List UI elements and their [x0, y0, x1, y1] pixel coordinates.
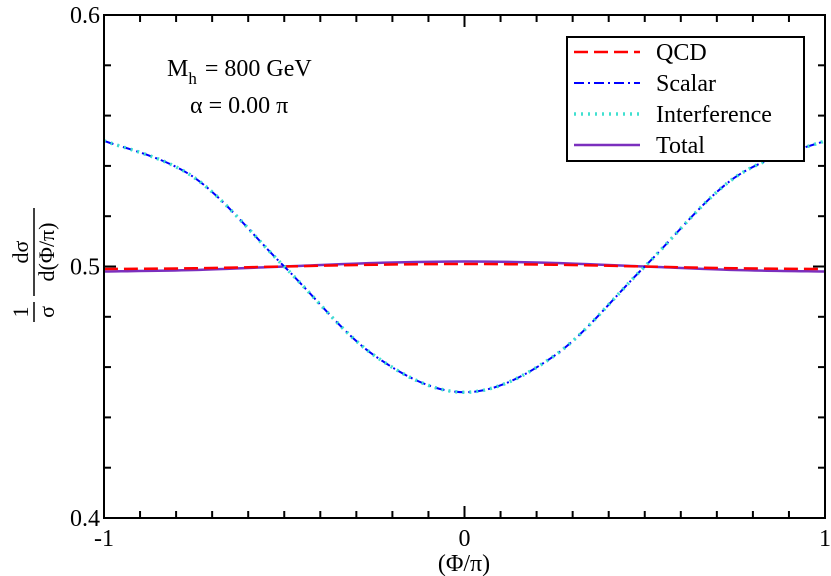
- legend-label-interference: Interference: [656, 102, 772, 128]
- mass-annotation: Mh = 800 GeV: [167, 56, 312, 88]
- y-axis-label: 1 σ dσ d(Φ/π): [8, 208, 59, 322]
- y-tick-label: 0.5: [70, 255, 100, 281]
- x-tick-label: -1: [94, 526, 114, 552]
- y-tick-label: 0.4: [70, 506, 100, 532]
- legend-label-qcd: QCD: [656, 40, 707, 66]
- legend-label-total: Total: [656, 133, 705, 159]
- x-axis-label: (Φ/π): [438, 551, 490, 576]
- mass-value: = 800 GeV: [205, 56, 313, 82]
- series-total-line: [104, 260, 825, 273]
- x-tick-label: 0: [459, 526, 471, 552]
- legend: QCD Scalar Interference Total: [566, 36, 805, 162]
- y-tick-label: 0.6: [70, 3, 100, 29]
- annotation: Mh = 800 GeV α = 0.00 π: [167, 56, 312, 119]
- series-qcd-line: [104, 262, 825, 271]
- x-tick-label: 1: [819, 526, 831, 552]
- y-tick-labels: 0.4 0.5 0.6: [70, 3, 100, 532]
- x-tick-labels: -1 0 1: [94, 526, 831, 552]
- series-scalar-line: [104, 139, 825, 394]
- series-layer: [104, 139, 825, 395]
- mass-subscript: h: [188, 69, 197, 88]
- alpha-annotation: α = 0.00 π: [190, 93, 288, 119]
- series-interference-line: [104, 139, 825, 395]
- y-label-numerator: dσ: [8, 240, 33, 263]
- mass-symbol: M: [167, 56, 188, 82]
- y-label-sigma: σ: [34, 306, 59, 318]
- legend-label-scalar: Scalar: [656, 71, 716, 97]
- y-label-one: 1: [8, 307, 33, 318]
- legend-box: [566, 36, 805, 162]
- y-label-denominator: d(Φ/π): [34, 223, 59, 282]
- tick-layer: [103, 14, 826, 519]
